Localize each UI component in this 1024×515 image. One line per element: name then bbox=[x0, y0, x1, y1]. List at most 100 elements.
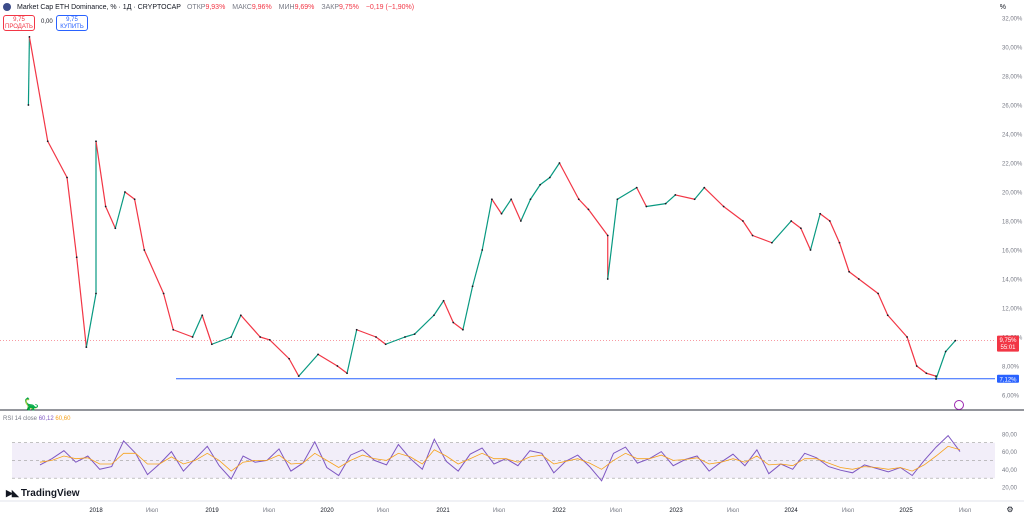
price-segment bbox=[317, 353, 338, 367]
price-point bbox=[442, 299, 445, 302]
countdown-label: 55:01 bbox=[1000, 345, 1016, 351]
price-segment bbox=[665, 194, 676, 205]
price-segment bbox=[143, 249, 165, 294]
price-point bbox=[317, 353, 319, 356]
price-segment bbox=[916, 365, 927, 374]
price-point bbox=[693, 198, 696, 201]
percent-scale-toggle[interactable]: % bbox=[999, 4, 1006, 11]
price-point bbox=[114, 227, 117, 230]
price-point bbox=[558, 162, 561, 164]
sell-label: ПРОДАТЬ bbox=[5, 24, 33, 30]
price-segment bbox=[134, 199, 145, 251]
chart-header: Market Cap ETH Dominance, % · 1Д · CRYPT… bbox=[3, 3, 419, 11]
price-segment bbox=[114, 191, 126, 229]
price-segment bbox=[742, 220, 754, 236]
price-point bbox=[664, 202, 667, 205]
y-tick-label: 22,00% bbox=[1002, 162, 1023, 168]
price-point bbox=[288, 357, 291, 360]
x-tick-label: Июл bbox=[959, 508, 972, 514]
x-tick-label: 2022 bbox=[552, 508, 566, 514]
tradingview-logo[interactable]: ▶◣ TradingView bbox=[6, 488, 80, 499]
price-point bbox=[490, 198, 493, 201]
price-point bbox=[616, 198, 619, 201]
price-point bbox=[819, 212, 822, 215]
rsi-y-tick-label: 20,00 bbox=[1002, 486, 1018, 492]
price-segment bbox=[858, 278, 879, 294]
price-segment bbox=[877, 293, 889, 316]
close-label: ЗАКР bbox=[321, 3, 340, 11]
spread-value: 0,00 bbox=[41, 19, 53, 25]
price-point bbox=[413, 333, 416, 335]
price-point bbox=[210, 343, 213, 346]
price-point bbox=[906, 336, 908, 338]
y-tick-label: 20,00% bbox=[1002, 191, 1023, 197]
price-segment bbox=[491, 198, 503, 215]
price-point bbox=[384, 343, 387, 346]
price-point bbox=[954, 339, 957, 342]
price-point bbox=[809, 249, 812, 251]
price-segment bbox=[105, 206, 116, 229]
price-segment bbox=[809, 213, 821, 251]
price-segment bbox=[76, 257, 87, 348]
rsi-y-tick-label: 60,00 bbox=[1002, 450, 1018, 456]
price-point bbox=[742, 220, 744, 222]
y-tick-label: 16,00% bbox=[1002, 249, 1023, 255]
price-segment bbox=[617, 187, 638, 200]
x-tick-label: Июл bbox=[842, 508, 855, 514]
price-point bbox=[28, 35, 31, 38]
price-segment bbox=[646, 203, 666, 208]
sell-button[interactable]: 9,75 ПРОДАТЬ bbox=[3, 15, 35, 31]
price-segment bbox=[85, 293, 97, 348]
price-point bbox=[268, 339, 271, 341]
x-tick-label: Июл bbox=[727, 508, 740, 514]
price-point bbox=[519, 220, 522, 222]
low-label: МИН bbox=[278, 3, 295, 11]
price-segment bbox=[636, 187, 647, 207]
price-segment bbox=[66, 177, 78, 258]
price-point bbox=[539, 183, 542, 186]
price-segment bbox=[337, 365, 348, 374]
low-value: 9,69% bbox=[294, 3, 315, 11]
symbol-title[interactable]: Market Cap ETH Dominance, % · 1Д · CRYPT… bbox=[17, 3, 181, 11]
x-tick-label: 2025 bbox=[899, 508, 913, 514]
price-segment bbox=[549, 162, 560, 178]
price-point bbox=[915, 365, 918, 367]
price-point bbox=[433, 314, 435, 317]
price-segment bbox=[675, 194, 695, 200]
rsi-y-tick-label: 40,00 bbox=[1002, 468, 1018, 474]
y-tick-label: 26,00% bbox=[1002, 104, 1023, 110]
price-point bbox=[606, 278, 609, 280]
y-tick-label: 24,00% bbox=[1002, 133, 1023, 139]
price-point bbox=[645, 205, 648, 208]
y-tick-label: 6,00% bbox=[1002, 394, 1020, 400]
price-segment bbox=[288, 358, 300, 377]
price-segment bbox=[771, 220, 792, 244]
price-point bbox=[95, 140, 97, 143]
price-segment bbox=[269, 339, 290, 360]
price-segment bbox=[230, 315, 242, 338]
price-point bbox=[259, 336, 262, 338]
price-point bbox=[346, 372, 348, 375]
price-segment bbox=[375, 336, 387, 345]
event-marker-icon bbox=[954, 400, 964, 410]
price-point bbox=[587, 208, 590, 211]
price-point bbox=[46, 140, 49, 143]
price-point bbox=[548, 176, 551, 179]
buy-button[interactable]: 9,75 КУПИТЬ bbox=[56, 15, 88, 31]
y-tick-label: 14,00% bbox=[1002, 278, 1023, 284]
price-point bbox=[790, 220, 793, 222]
price-segment bbox=[539, 177, 551, 186]
price-point bbox=[162, 292, 165, 295]
close-value: 9,75% bbox=[339, 3, 359, 11]
price-segment bbox=[298, 354, 319, 377]
price-point bbox=[143, 249, 146, 251]
x-tick-label: Июл bbox=[146, 508, 159, 514]
price-point bbox=[944, 350, 947, 353]
price-segment bbox=[520, 199, 532, 222]
last-price-tag bbox=[997, 335, 1019, 352]
y-tick-label: 28,00% bbox=[1002, 75, 1023, 81]
sell-price: 9,75 bbox=[13, 17, 25, 23]
price-point bbox=[172, 328, 175, 331]
price-point bbox=[66, 176, 68, 179]
